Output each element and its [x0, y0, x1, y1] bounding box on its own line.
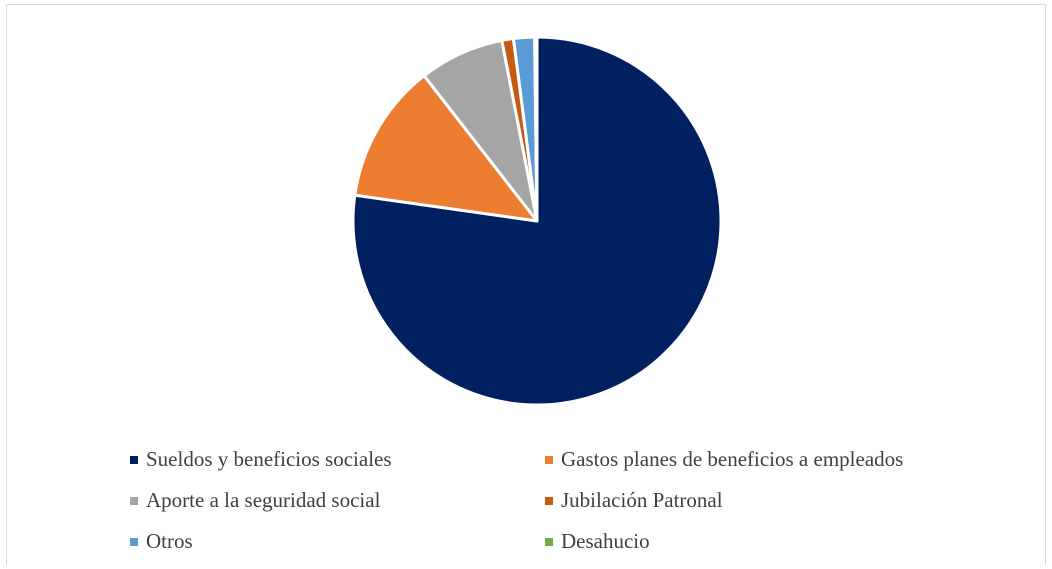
legend-item-gastos-planes: Gastos planes de beneficios a empleados — [545, 447, 903, 472]
legend-swatch — [545, 496, 553, 505]
legend-label: Jubilación Patronal — [561, 488, 723, 512]
legend-item-otros: Otros — [130, 529, 193, 554]
pie-slice-2 — [353, 74, 539, 223]
legend-swatch — [130, 537, 138, 546]
legend-swatch — [130, 455, 138, 464]
legend-swatch — [545, 537, 553, 546]
legend-swatch — [545, 455, 553, 464]
pie-slice-6 — [533, 35, 539, 223]
legend-label: Sueldos y beneficios sociales — [146, 447, 392, 471]
legend-swatch — [130, 496, 138, 505]
legend-item-desahucio: Desahucio — [545, 529, 650, 554]
legend-label: Desahucio — [561, 529, 650, 553]
legend-item-jubilacion: Jubilación Patronal — [545, 488, 723, 513]
legend-label: Otros — [146, 529, 193, 553]
pie-chart — [351, 35, 723, 407]
legend-item-aporte: Aporte a la seguridad social — [130, 488, 380, 513]
chart-area: Sueldos y beneficios sociales Gastos pla… — [6, 4, 1046, 565]
legend-label: Aporte a la seguridad social — [146, 488, 381, 512]
legend-item-sueldos: Sueldos y beneficios sociales — [130, 447, 392, 472]
legend-label: Gastos planes de beneficios a empleados — [561, 447, 904, 471]
